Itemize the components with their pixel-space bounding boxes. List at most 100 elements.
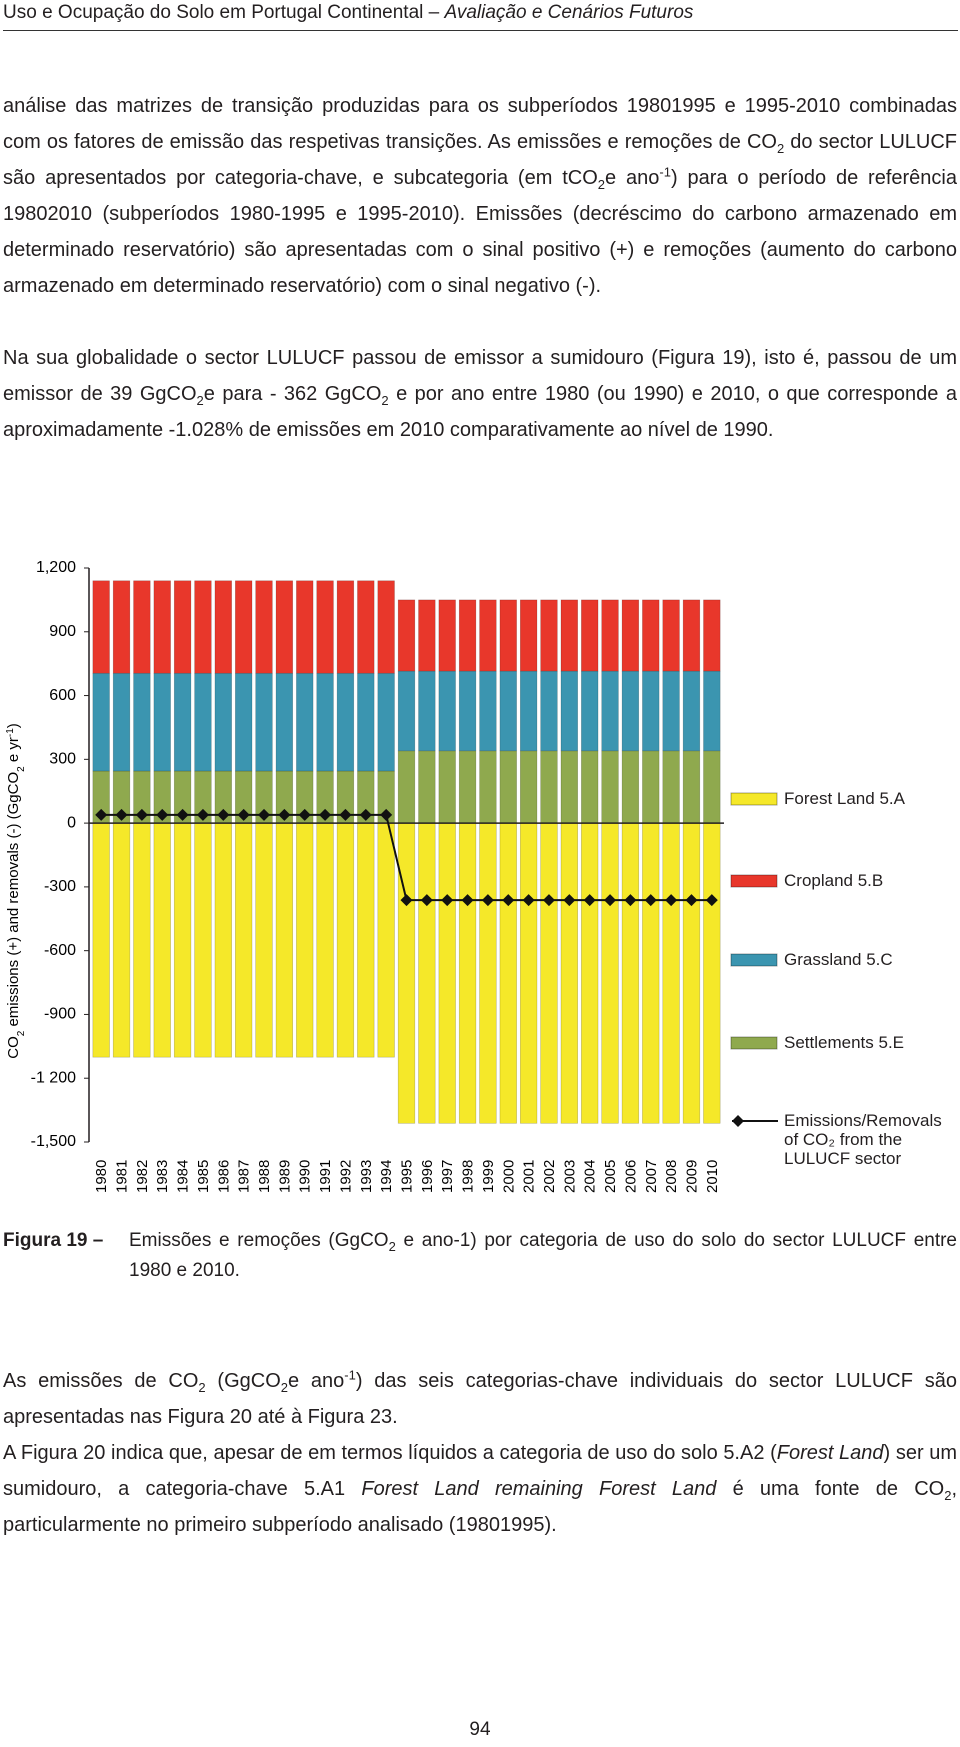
x-tick-label: 1989 <box>276 1160 293 1193</box>
line-marker <box>481 894 494 907</box>
bar-segment <box>682 599 701 672</box>
line-marker <box>258 808 271 821</box>
bar-segment <box>194 580 212 674</box>
text: ) das seis categorias-chave individuais … <box>3 1370 957 1428</box>
x-tick-label: 1988 <box>256 1160 273 1193</box>
subscript: 2 <box>597 177 606 192</box>
italic-text: Forest Land <box>776 1442 884 1464</box>
bar-segment <box>458 599 477 672</box>
line-marker <box>298 808 311 821</box>
bar-segment <box>112 672 131 772</box>
line-marker <box>196 808 209 821</box>
line-marker <box>115 808 128 821</box>
bar-segment <box>336 580 355 674</box>
x-tick-label: 1994 <box>378 1160 395 1193</box>
legend-label: Forest Land 5.A <box>784 789 905 808</box>
bar-segment <box>438 750 456 824</box>
subscript: 2 <box>198 1380 206 1395</box>
x-tick-label: 1991 <box>317 1160 334 1193</box>
legend-item: Grassland 5.C <box>730 950 893 969</box>
bar-segment <box>458 750 477 824</box>
line-marker <box>461 894 474 907</box>
bar-segment <box>255 672 273 772</box>
figure: CO2 emissions (+) and removals (-) (GgCO… <box>0 540 960 1200</box>
legend-box <box>730 874 778 888</box>
y-tick-label: 600 <box>49 687 76 704</box>
bar-segment <box>173 822 192 1058</box>
figure-caption: Figura 19 – Emissões e remoções (GgCO2 e … <box>3 1226 957 1286</box>
bar-segment <box>642 670 660 752</box>
bar-segment <box>560 822 578 1124</box>
bar-segment <box>519 750 538 824</box>
bar-segment <box>662 822 680 1124</box>
line-marker <box>95 808 108 821</box>
bar-segment <box>621 822 640 1124</box>
bar-segment <box>499 599 517 672</box>
paragraph: A Figura 20 indica que, apesar de em ter… <box>3 1435 957 1543</box>
bar-segment <box>173 672 192 772</box>
x-tick-label: 1996 <box>419 1160 436 1193</box>
bar-segment <box>377 822 395 1058</box>
bar-segment <box>194 672 212 772</box>
bar-segment <box>377 672 395 772</box>
x-tick-label: 1992 <box>337 1160 354 1193</box>
bar-segment <box>642 599 660 672</box>
superscript: -1 <box>659 164 671 180</box>
chart: CO2 emissions (+) and removals (-) (GgCO… <box>5 559 724 1193</box>
bar-segment <box>357 580 375 674</box>
bar-segment <box>397 670 416 752</box>
bar-segment <box>133 672 151 772</box>
bar-segment <box>438 670 456 752</box>
text: (GgCO <box>205 1370 281 1392</box>
bar-segment <box>235 580 253 674</box>
bar-segment <box>540 599 558 672</box>
y-tick-label: -600 <box>44 942 76 959</box>
bar-segment <box>133 822 151 1058</box>
legend-item: Emissions/Removals of CO₂ from the LULUC… <box>730 1111 954 1168</box>
x-tick-label: 1985 <box>195 1160 212 1193</box>
bar-segment <box>316 822 334 1058</box>
text: do sector LULUCF são apresentados por ca… <box>3 131 957 189</box>
bar-segment <box>519 670 538 752</box>
bar-segment <box>499 670 517 752</box>
subscript: 2 <box>196 393 204 408</box>
bar-segment <box>397 750 416 824</box>
bar-segment <box>458 670 477 752</box>
text: é uma fonte de CO <box>716 1478 945 1500</box>
y-tick-label: -1 200 <box>31 1069 76 1086</box>
bar-segment <box>601 599 619 672</box>
bar-segment <box>519 822 538 1124</box>
bar-segment <box>540 670 558 752</box>
x-tick-label: 2006 <box>622 1160 639 1193</box>
text: , particularmente no primeiro subperíodo… <box>3 1478 957 1536</box>
line-marker <box>359 808 372 821</box>
bar-segment <box>682 670 701 752</box>
header-subtitle: Avaliação e Cenários Futuros <box>444 2 694 23</box>
bar-segment <box>153 672 171 772</box>
line-marker <box>176 808 189 821</box>
bar-segment <box>438 599 456 672</box>
x-tick-label: 2010 <box>704 1160 721 1193</box>
header-title: Uso e Ocupação do Solo em Portugal Conti… <box>3 2 445 23</box>
line-marker <box>665 894 678 907</box>
bar-segment <box>153 580 171 674</box>
legend: Forest Land 5.A Cropland 5.B Grassland 5.C… <box>730 540 960 1200</box>
line-marker <box>604 894 617 907</box>
bar-segment <box>621 599 640 672</box>
x-tick-label: 1987 <box>236 1160 253 1193</box>
legend-swatch <box>730 874 778 888</box>
bar-segment <box>397 599 416 672</box>
legend-label: Emissions/Removals of CO₂ from the LULUC… <box>784 1111 942 1168</box>
bar-segment <box>275 580 294 674</box>
bar-segment <box>173 580 192 674</box>
bar-segment <box>255 580 273 674</box>
legend-box <box>730 953 778 967</box>
line-marker <box>237 808 250 821</box>
bar-segment <box>621 670 640 752</box>
subscript: 2 <box>280 1380 288 1395</box>
bar-segment <box>418 599 436 672</box>
line-marker <box>441 894 454 907</box>
x-tick-label: 1999 <box>480 1160 497 1193</box>
bar-segment <box>153 822 171 1058</box>
bar-segment <box>662 670 680 752</box>
